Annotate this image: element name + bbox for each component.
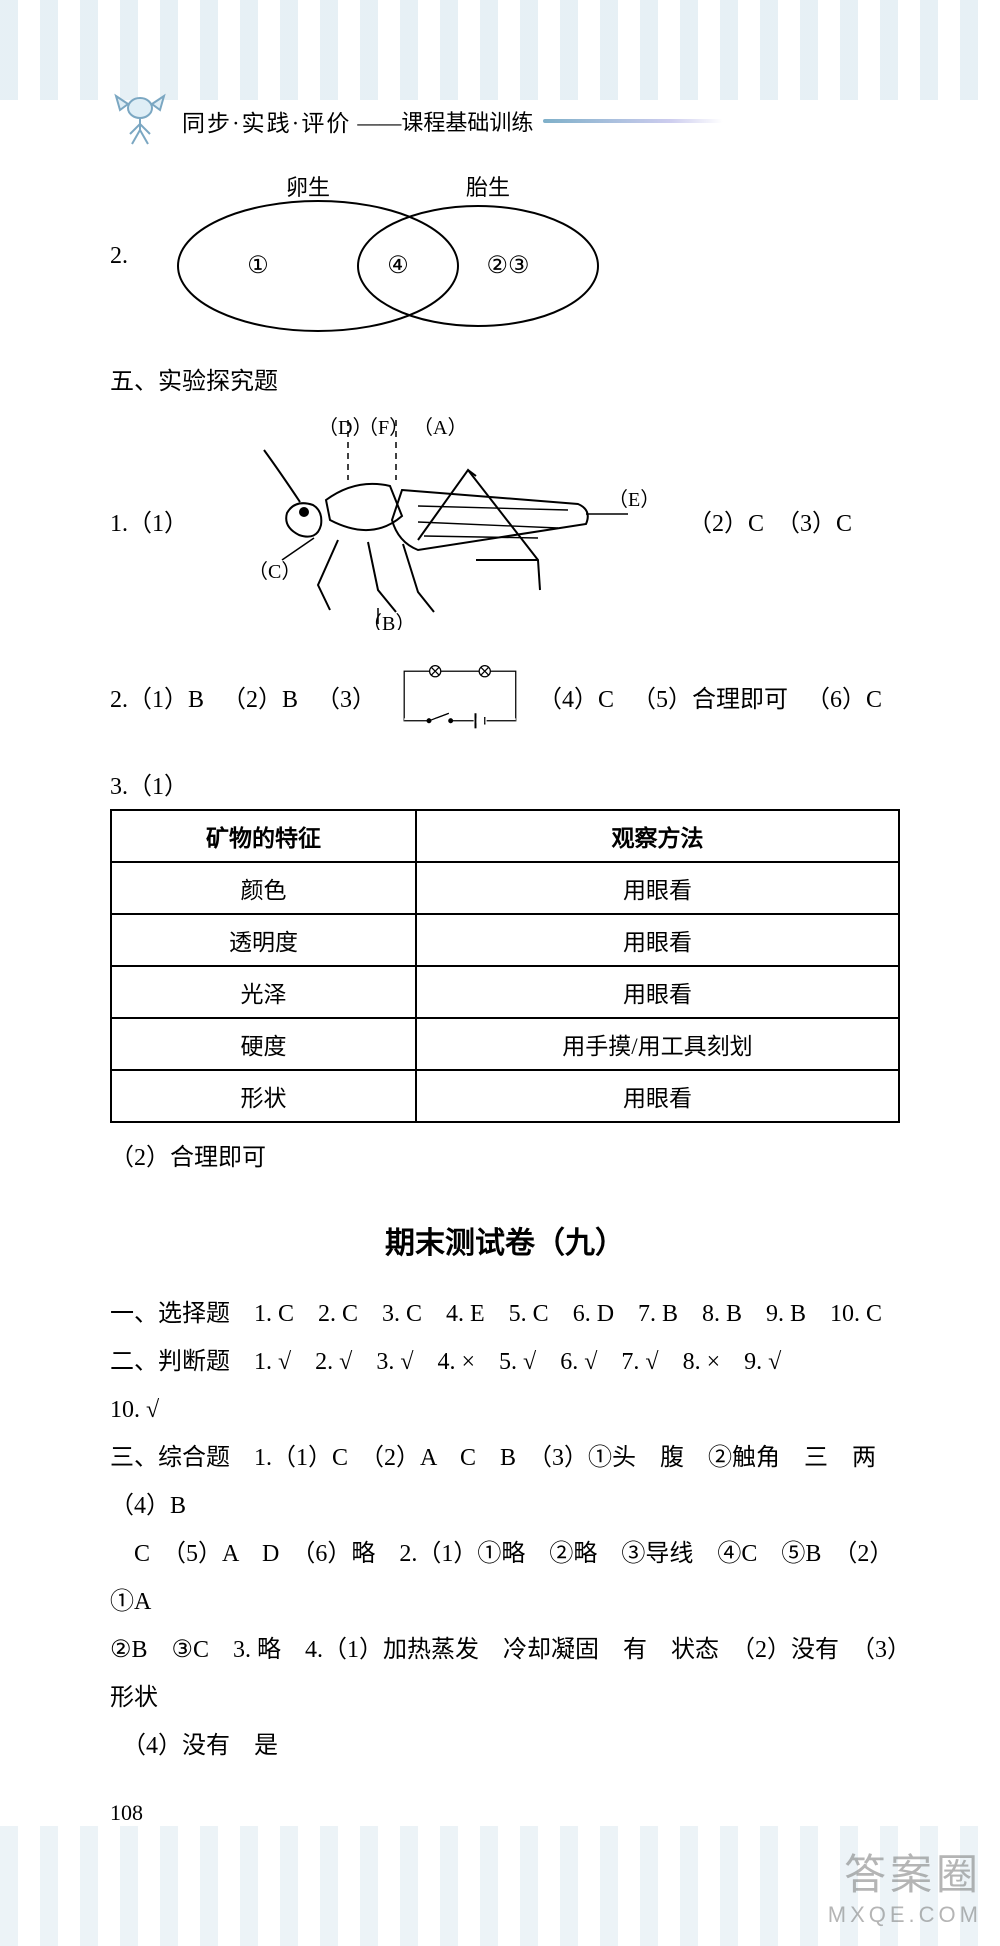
watermark-line1: 答案圈 — [828, 1841, 982, 1902]
mineral-cell: 用手摸/用工具刻划 — [416, 1018, 899, 1070]
mineral-cell: 颜色 — [111, 862, 416, 914]
page-number: 108 — [110, 1800, 900, 1826]
test9-body: 一、选择题 1. C 2. C 3. C 4. E 5. C 6. D 7. B… — [110, 1290, 900, 1770]
section-5-title: 五、实验探究题 — [110, 361, 900, 396]
test9-s2b: 10. √ — [110, 1386, 900, 1434]
q2-part5: （5）合理即可 — [632, 679, 788, 714]
mineral-cell: 硬度 — [111, 1018, 416, 1070]
header-rule-icon — [543, 119, 723, 123]
circuit-diagram — [398, 646, 522, 746]
watermark: 答案圈 MXQE.COM — [828, 1841, 982, 1928]
venn-left-zone: ① — [247, 253, 269, 279]
q2-part4: （4）C — [538, 679, 614, 714]
mineral-table: 矿物的特征 观察方法 颜色用眼看透明度用眼看光泽用眼看硬度用手摸/用工具刻划形状… — [110, 809, 900, 1123]
grasshopper-diagram: （D） （F） （A） — [218, 410, 648, 630]
mineral-th-0: 矿物的特征 — [111, 810, 416, 862]
q2-part3: （3） — [316, 679, 376, 714]
venn-question: 2. 卵生 胎生 ① ④ ②③ — [110, 171, 900, 341]
test9-s1: 一、选择题 1. C 2. C 3. C 4. E 5. C 6. D 7. B… — [110, 1290, 900, 1338]
q1-insect: 1.（1） （D） （F） （A） — [110, 410, 900, 630]
insect-label-C: （C） — [248, 560, 301, 583]
insect-label-F: （F） — [358, 416, 409, 439]
test9-title: 期末测试卷（九） — [110, 1218, 900, 1262]
header-title-main: 同步·实践·评价 — [182, 104, 351, 138]
insect-label-E: （E） — [608, 488, 648, 511]
venn-right-label: 胎生 — [466, 175, 510, 200]
insect-label-B: （B） — [362, 612, 415, 630]
mineral-cell: 用眼看 — [416, 966, 899, 1018]
test9-s3c: ②B ③C 3. 略 4.（1）加热蒸发 冷却凝固 有 状态 （2）没有 （3）… — [110, 1626, 900, 1722]
q2-number: 2. — [110, 243, 128, 270]
q1-number: 1.（1） — [110, 503, 188, 538]
test9-s3d: （4）没有 是 — [110, 1722, 900, 1770]
mineral-th-1: 观察方法 — [416, 810, 899, 862]
insect-label-A: （A） — [413, 416, 467, 439]
mineral-cell: 用眼看 — [416, 862, 899, 914]
q2-part2: （2）B — [222, 679, 298, 714]
mineral-cell: 形状 — [111, 1070, 416, 1122]
q2-circuit: 2.（1）B （2）B （3） — [110, 646, 900, 746]
q3-lead: 3.（1） — [110, 766, 900, 801]
header-title-sub: ——课程基础训练 — [357, 105, 533, 137]
q3-2: （2）合理即可 — [110, 1137, 900, 1172]
watermark-line2: MXQE.COM — [828, 1902, 982, 1928]
book-header: 同步·实践·评价 ——课程基础训练 — [110, 90, 900, 151]
q1-right-answers: （2）C （3）C — [688, 503, 852, 538]
test9-s3b: C （5）A D （6）略 2.（1）①略 ②略 ③导线 ④C ⑤B （2）①A — [110, 1530, 900, 1626]
q2-part6: （6）C — [806, 679, 882, 714]
test9-s2a: 二、判断题 1. √ 2. √ 3. √ 4. × 5. √ 6. √ 7. √… — [110, 1338, 900, 1386]
venn-diagram: 卵生 胎生 ① ④ ②③ — [158, 171, 618, 341]
candy-mascot-icon — [110, 90, 170, 151]
page-content: 同步·实践·评价 ——课程基础训练 2. 卵生 胎生 ① ④ ②③ 五、实验探究… — [0, 0, 1000, 1946]
mineral-cell: 用眼看 — [416, 1070, 899, 1122]
test9-s3a: 三、综合题 1.（1）C （2）A C B （3）①头 腹 ②触角 三 两 （4… — [110, 1434, 900, 1530]
q2-part1: 2.（1）B — [110, 679, 204, 714]
venn-left-label: 卵生 — [286, 175, 330, 200]
venn-right-zone: ②③ — [486, 253, 529, 279]
mineral-cell: 透明度 — [111, 914, 416, 966]
mineral-cell: 光泽 — [111, 966, 416, 1018]
venn-mid-zone: ④ — [387, 253, 409, 279]
mineral-cell: 用眼看 — [416, 914, 899, 966]
